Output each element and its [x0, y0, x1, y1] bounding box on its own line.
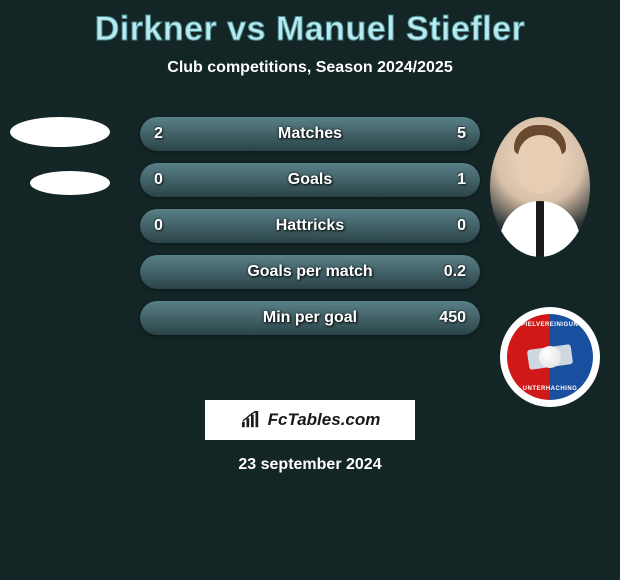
- stat-row-hattricks: 0 Hattricks 0: [140, 209, 480, 243]
- bar-chart-icon: [240, 411, 262, 429]
- player-face: [518, 135, 562, 193]
- club-right-badge: SPIELVEREINIGUNG UNTERHACHING: [500, 307, 600, 407]
- stat-right-value: 450: [439, 301, 466, 335]
- stat-label: Hattricks: [140, 209, 480, 243]
- stat-rows: 2 Matches 5 0 Goals 1 0 Hattricks 0 Goal…: [140, 117, 480, 347]
- stat-right-value: 5: [457, 117, 466, 151]
- subtitle: Club competitions, Season 2024/2025: [0, 59, 620, 77]
- page-title: Dirkner vs Manuel Stiefler: [0, 0, 620, 49]
- badge-bottom-text: UNTERHACHING: [523, 386, 578, 392]
- club-left-placeholder: [30, 171, 110, 195]
- player-shirt: [500, 201, 580, 257]
- stat-right-value: 0: [457, 209, 466, 243]
- stat-label: Goals per match: [140, 255, 480, 289]
- stat-row-goals-per-match: Goals per match 0.2: [140, 255, 480, 289]
- stat-row-matches: 2 Matches 5: [140, 117, 480, 151]
- stats-area: SPIELVEREINIGUNG UNTERHACHING 2 Matches …: [0, 117, 620, 357]
- stat-row-min-per-goal: Min per goal 450: [140, 301, 480, 335]
- stat-right-value: 1: [457, 163, 466, 197]
- badge-top-text: SPIELVEREINIGUNG: [517, 322, 584, 328]
- date-text: 23 september 2024: [0, 456, 620, 474]
- stat-row-goals: 0 Goals 1: [140, 163, 480, 197]
- stat-label: Min per goal: [140, 301, 480, 335]
- stat-label: Matches: [140, 117, 480, 151]
- brand-text: FcTables.com: [268, 410, 381, 430]
- brand-box: FcTables.com: [205, 400, 415, 440]
- stat-label: Goals: [140, 163, 480, 197]
- player-left-placeholder: [10, 117, 110, 147]
- badge-ball-icon: [539, 346, 561, 368]
- badge-inner: SPIELVEREINIGUNG UNTERHACHING: [507, 314, 593, 400]
- stat-right-value: 0.2: [444, 255, 466, 289]
- player-right-photo: [490, 117, 590, 257]
